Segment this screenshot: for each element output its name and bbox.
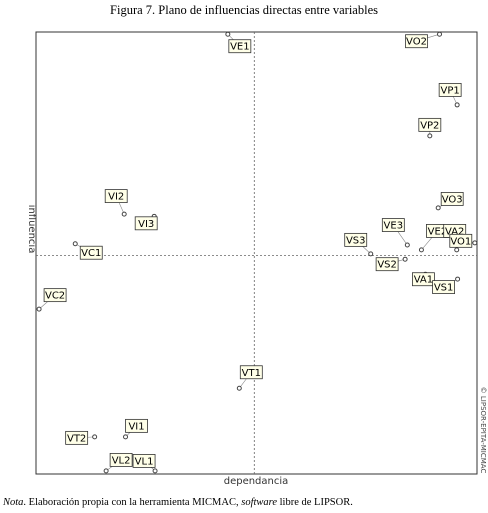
note-text-2: libre de LIPSOR. (277, 497, 353, 508)
point-marker-vo3 (435, 205, 441, 211)
point-marker-vo1 (472, 240, 478, 246)
point-label-vt1: VT1 (242, 368, 261, 379)
point-marker-vc2 (36, 306, 42, 312)
point-label-vc1: VC1 (81, 248, 101, 259)
point-marker-ve1 (225, 31, 231, 37)
point-label-ve3: VE3 (384, 221, 404, 232)
point-label-vt2: VT2 (67, 433, 86, 444)
point-marker-va2 (454, 247, 460, 253)
point-label-box-vi2 (104, 189, 128, 204)
y-axis-label: influencia (26, 205, 37, 254)
point-label-vl2: VL2 (112, 455, 131, 466)
point-label-vp2: VP2 (420, 120, 439, 131)
point-label-vl1: VL1 (135, 456, 154, 467)
point-label-box-vo1 (449, 233, 473, 248)
point-label-vo1: VO1 (450, 236, 471, 247)
note-text-1: . Elaboración propia con la herramienta … (23, 497, 242, 508)
point-label-box-vo2 (405, 34, 428, 49)
point-label-box-vi3 (134, 216, 158, 231)
point-label-vp1: VP1 (441, 85, 460, 96)
point-label-va1: VA1 (414, 275, 433, 286)
point-label-vo2: VO2 (406, 37, 427, 48)
point-label-box-vc2 (43, 288, 67, 303)
point-label-box-vo3 (440, 192, 464, 206)
note-prefix: Nota (3, 497, 24, 508)
point-label-ve2: VE2 (428, 226, 448, 237)
point-marker-vo2 (437, 31, 443, 37)
point-marker-vs2 (402, 256, 408, 262)
point-marker-vl1 (152, 468, 158, 474)
point-marker-vp1 (454, 102, 460, 108)
point-label-box-ve3 (381, 218, 405, 232)
point-label-vs3: VS3 (346, 235, 366, 246)
point-label-box-vc1 (79, 245, 103, 260)
point-label-box-vt2 (65, 430, 89, 445)
point-marker-ve2 (418, 247, 424, 253)
point-label-box-vp2 (418, 117, 442, 132)
source-note: Nota. Elaboración propia con la herramie… (3, 497, 353, 508)
point-marker-vp2 (427, 133, 433, 139)
point-label-box-vl2 (109, 453, 133, 467)
x-axis-label: dependancia (224, 476, 289, 487)
point-label-box-va1 (412, 272, 435, 287)
figure-title: Figura 7. Plano de influencias directas … (110, 3, 378, 17)
point-marker-ve3 (404, 242, 410, 248)
plot-frame (35, 31, 478, 475)
point-marker-vt1 (236, 385, 242, 391)
point-label-vi2: VI2 (108, 192, 124, 203)
point-label-vo3: VO3 (442, 194, 463, 205)
point-marker-vi2 (121, 211, 127, 217)
point-label-box-vi1 (125, 418, 148, 433)
point-marker-vt2 (92, 434, 98, 440)
point-label-box-vl1 (132, 454, 156, 468)
point-label-box-vp1 (438, 83, 462, 97)
point-label-box-vt1 (239, 365, 263, 380)
point-label-box-vs2 (375, 257, 399, 272)
note-italic: software (241, 497, 278, 508)
point-label-vi1: VI1 (128, 421, 144, 432)
point-label-box-vs1 (432, 280, 455, 294)
point-marker-vs3 (368, 251, 374, 257)
point-label-box-vs3 (344, 232, 368, 247)
point-label-vc2: VC2 (45, 291, 65, 302)
watermark: © LIPSOR-EPITA-MICMAC (479, 387, 487, 474)
point-label-vs1: VS1 (434, 283, 454, 294)
point-marker-vc1 (72, 241, 78, 247)
point-marker-vs1 (455, 276, 461, 282)
point-label-box-ve1 (228, 39, 252, 54)
point-label-vs2: VS2 (377, 260, 397, 271)
point-label-va2: VA2 (445, 226, 464, 237)
point-label-ve1: VE1 (230, 42, 250, 53)
point-marker-vl2 (103, 468, 109, 474)
point-marker-vi1 (123, 434, 129, 440)
point-label-vi3: VI3 (138, 219, 154, 230)
